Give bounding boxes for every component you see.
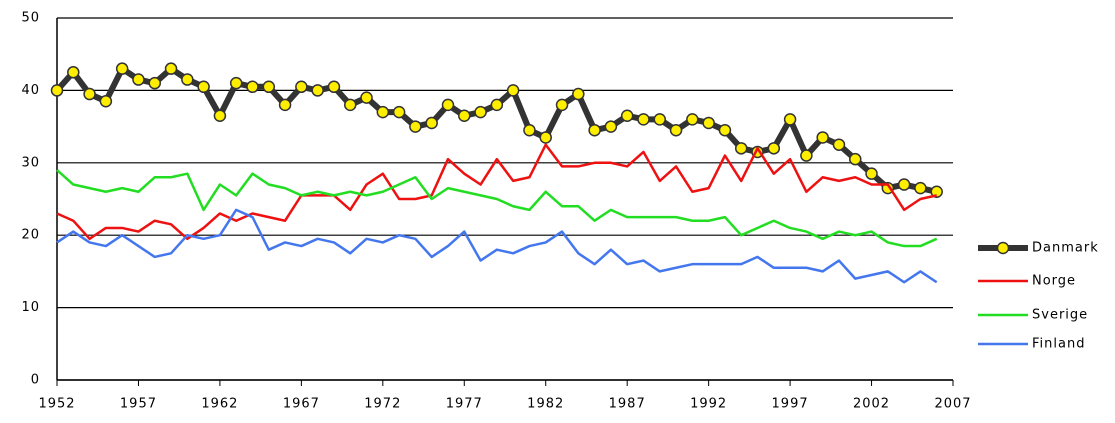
series-line bbox=[56, 208, 938, 284]
point bbox=[914, 181, 927, 195]
point bbox=[686, 113, 699, 126]
x-tick-label: 2002 bbox=[853, 397, 890, 412]
legend-label: Danmark bbox=[1032, 241, 1099, 256]
point bbox=[262, 80, 276, 94]
x-tick-label: 1972 bbox=[364, 397, 401, 412]
legend-label: Finland bbox=[1032, 337, 1085, 352]
point bbox=[849, 152, 862, 166]
point bbox=[800, 149, 813, 162]
point bbox=[213, 109, 227, 122]
y-tick-label: 50 bbox=[21, 11, 40, 26]
point bbox=[474, 105, 487, 119]
point bbox=[67, 66, 80, 79]
point bbox=[246, 80, 259, 94]
y-tick-label: 20 bbox=[21, 228, 40, 243]
point bbox=[409, 120, 422, 133]
series-line bbox=[56, 169, 938, 248]
x-tick-label: 1962 bbox=[201, 397, 238, 412]
point bbox=[653, 113, 667, 126]
point bbox=[588, 123, 601, 137]
point bbox=[360, 91, 373, 104]
point bbox=[99, 95, 113, 108]
point bbox=[490, 98, 504, 112]
point bbox=[767, 142, 781, 155]
legend-label: Sverige bbox=[1032, 308, 1088, 323]
point bbox=[555, 98, 569, 112]
point bbox=[441, 98, 455, 112]
point bbox=[865, 167, 878, 180]
point bbox=[930, 185, 943, 199]
point bbox=[392, 105, 406, 119]
point bbox=[832, 138, 846, 151]
point bbox=[148, 76, 161, 90]
point bbox=[83, 87, 96, 101]
point bbox=[327, 80, 341, 94]
point bbox=[572, 87, 585, 101]
x-tick-label: 1957 bbox=[120, 397, 157, 412]
point bbox=[115, 62, 129, 75]
point bbox=[50, 84, 64, 97]
x-tick-label: 1992 bbox=[690, 397, 727, 412]
point bbox=[229, 76, 243, 90]
point bbox=[637, 113, 650, 126]
point bbox=[718, 123, 732, 137]
x-tick-label: 1977 bbox=[446, 397, 483, 412]
x-tick-label: 1967 bbox=[283, 397, 320, 412]
point bbox=[783, 113, 797, 126]
point bbox=[539, 131, 552, 144]
point bbox=[523, 123, 536, 137]
x-tick-label: 2007 bbox=[934, 397, 971, 412]
point bbox=[620, 109, 634, 122]
point bbox=[343, 98, 357, 112]
x-tick-label: 1952 bbox=[38, 397, 75, 412]
y-tick-label: 40 bbox=[21, 83, 40, 98]
x-tick-label: 1982 bbox=[527, 397, 564, 412]
point bbox=[278, 98, 292, 112]
y-tick-label: 30 bbox=[21, 155, 40, 170]
point bbox=[702, 116, 715, 130]
point bbox=[458, 109, 471, 122]
point bbox=[197, 80, 210, 94]
point bbox=[604, 120, 618, 133]
legend-marker bbox=[996, 241, 1010, 255]
point bbox=[295, 80, 308, 94]
point bbox=[181, 73, 194, 86]
y-tick-label: 0 bbox=[31, 373, 40, 388]
point bbox=[816, 131, 829, 144]
point bbox=[734, 142, 748, 155]
point bbox=[669, 123, 683, 137]
point bbox=[311, 84, 324, 97]
point bbox=[897, 178, 911, 191]
series-line bbox=[54, 65, 938, 195]
point bbox=[376, 105, 390, 119]
point bbox=[506, 84, 520, 97]
point bbox=[164, 62, 178, 75]
x-tick-label: 1997 bbox=[772, 397, 809, 412]
point bbox=[425, 116, 438, 130]
series-line bbox=[56, 143, 937, 241]
legend-label: Norge bbox=[1032, 274, 1076, 289]
x-tick-label: 1987 bbox=[609, 397, 646, 412]
y-tick-label: 10 bbox=[21, 300, 40, 315]
point bbox=[132, 73, 145, 86]
